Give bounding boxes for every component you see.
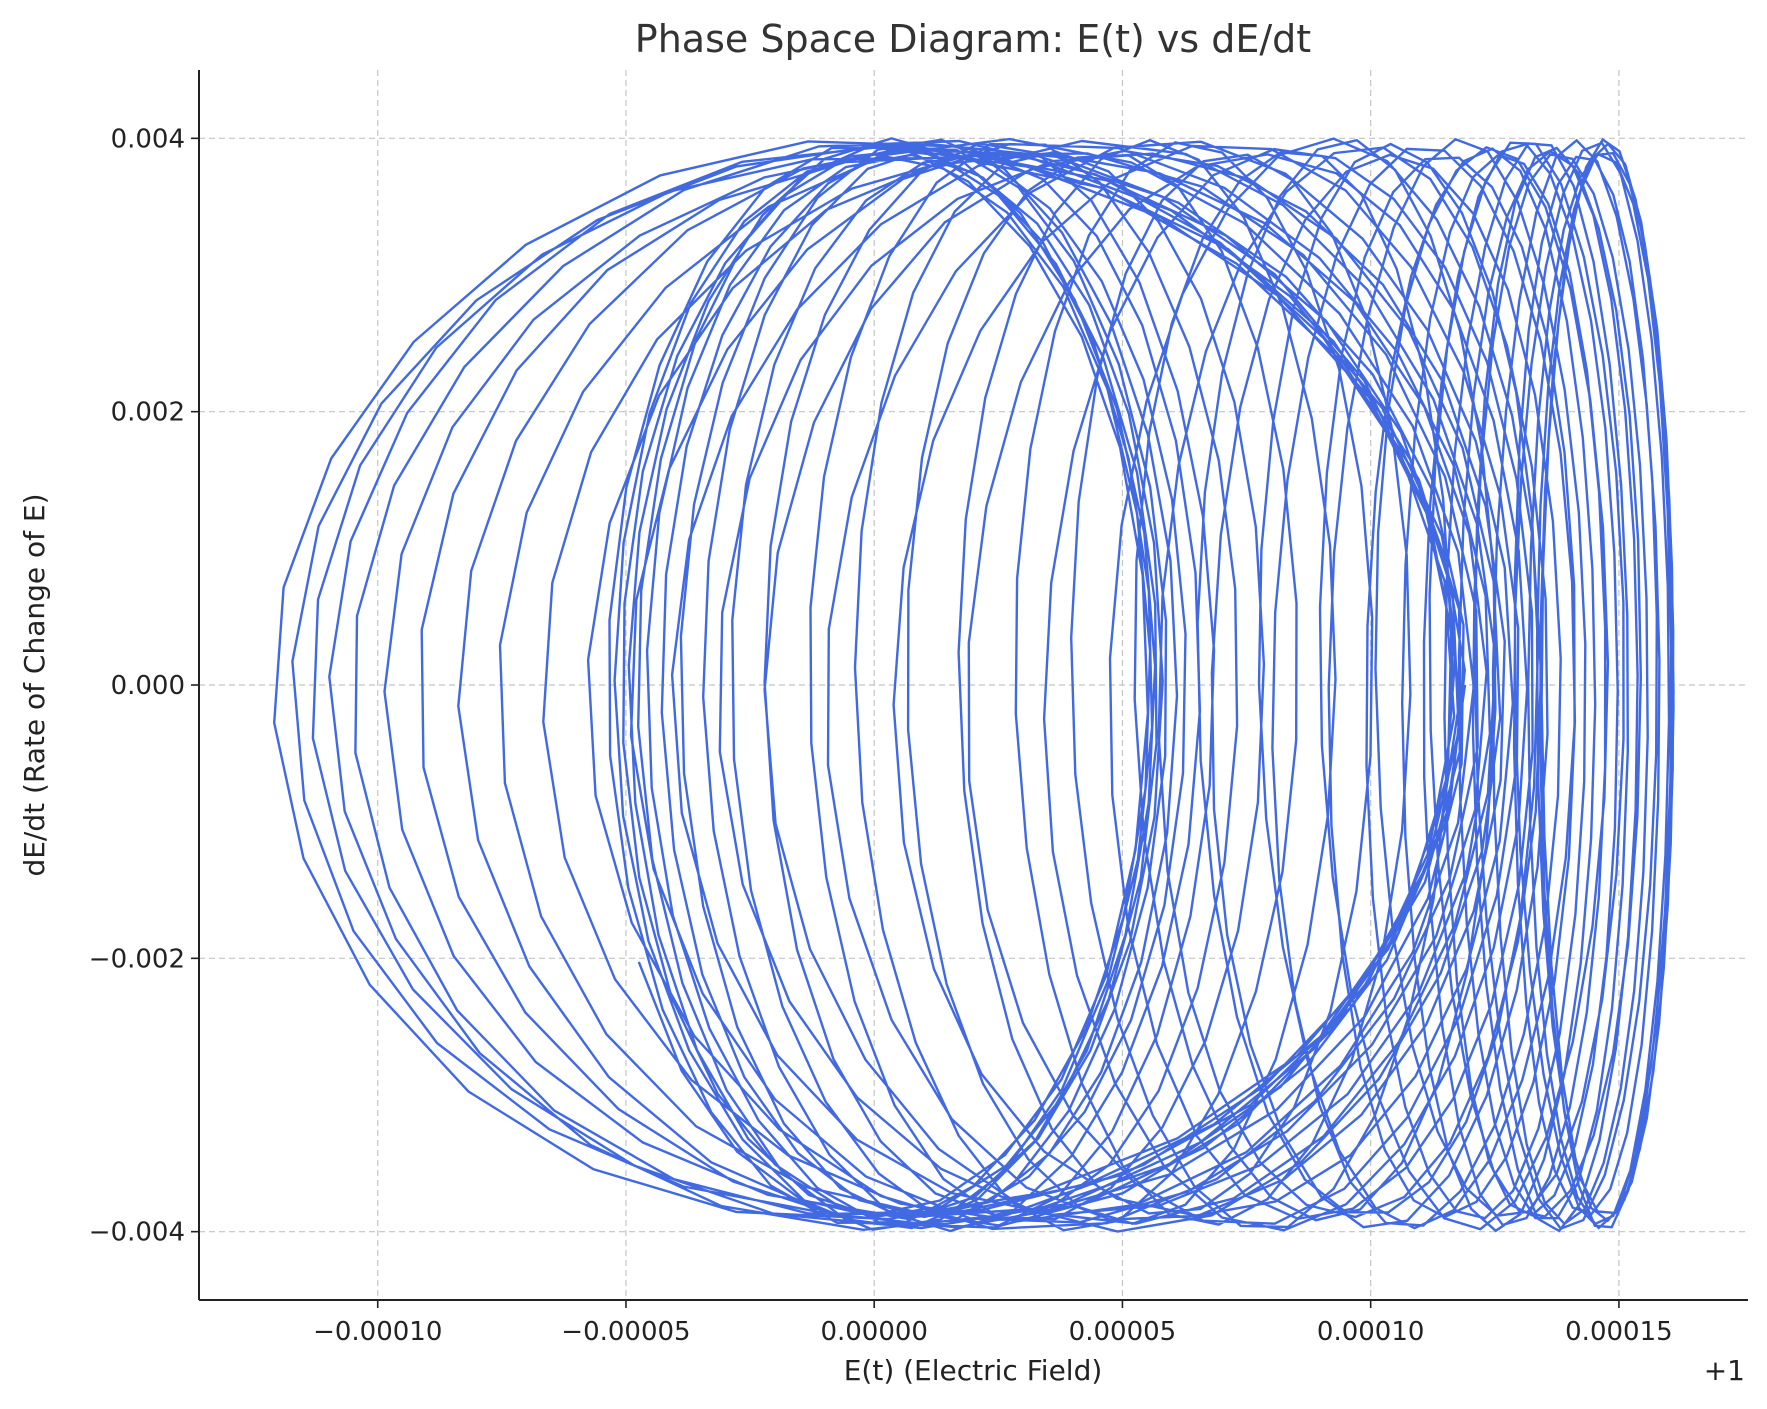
x-tick-label: 0.00015 — [1565, 1317, 1673, 1347]
x-tick-label: −0.00005 — [561, 1317, 690, 1347]
y-tick-label: −0.004 — [89, 1218, 185, 1248]
y-tick-label: 0.002 — [111, 398, 185, 428]
y-axis-label: dE/dt (Rate of Change of E) — [18, 493, 51, 876]
x-tick-label: 0.00000 — [820, 1317, 928, 1347]
x-axis-label: E(t) (Electric Field) — [844, 1354, 1103, 1387]
x-tick-label: 0.00005 — [1069, 1317, 1177, 1347]
x-tick-label: 0.00010 — [1317, 1317, 1425, 1347]
y-tick-label: 0.004 — [111, 124, 185, 154]
x-tick-label: −0.00010 — [313, 1317, 442, 1347]
series-lines — [272, 137, 1675, 1233]
ticks: −0.00010 −0.00005 0.00000 0.00005 0.00010 0.0… — [89, 124, 1673, 1347]
series-line — [272, 137, 1675, 1233]
y-tick-label: 0.000 — [111, 671, 185, 701]
y-tick-label: −0.002 — [89, 944, 185, 974]
x-axis-offset-label: +1 — [1704, 1354, 1745, 1387]
chart-title: Phase Space Diagram: E(t) vs dE/dt — [635, 17, 1311, 61]
